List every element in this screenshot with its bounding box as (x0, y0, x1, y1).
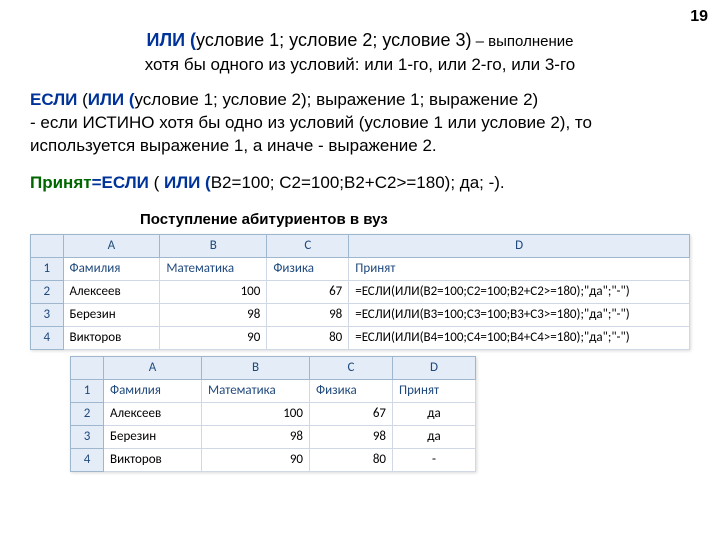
data-cell: да (393, 425, 476, 448)
data-cell: 98 (202, 425, 310, 448)
paragraph-2: Принят=ЕСЛИ ( ИЛИ (B2=100; C2=100;B2+C2>… (30, 172, 690, 195)
row-header: 1 (71, 379, 104, 402)
col-header: A (63, 234, 160, 257)
col-header: B (202, 356, 310, 379)
slide-number: 19 (690, 8, 708, 26)
ili-kw: ИЛИ ( (147, 30, 197, 50)
data-cell: 100 (160, 280, 267, 303)
header-cell: Математика (160, 257, 267, 280)
row-header: 4 (71, 448, 104, 471)
data-cell: =ЕСЛИ(ИЛИ(B2=100;C2=100;B2+C2>=180);"да"… (349, 280, 690, 303)
row-header: 2 (71, 402, 104, 425)
corner-cell (71, 356, 104, 379)
data-cell: Березин (104, 425, 202, 448)
data-cell: 67 (267, 280, 349, 303)
data-cell: Викторов (104, 448, 202, 471)
ili-args: условие 1; условие 2; условие 3) (196, 30, 471, 50)
data-cell: Березин (63, 303, 160, 326)
data-cell: Алексеев (104, 402, 202, 425)
col-header: D (349, 234, 690, 257)
paragraph-1: ЕСЛИ (ИЛИ (условие 1; условие 2); выраже… (30, 89, 690, 158)
ili-tail: – выполнение (472, 33, 574, 50)
data-cell: 67 (310, 402, 393, 425)
header-cell: Принят (393, 379, 476, 402)
data-cell: 90 (160, 326, 267, 349)
data-cell: 90 (202, 448, 310, 471)
header-cell: Фамилия (104, 379, 202, 402)
data-cell: 98 (267, 303, 349, 326)
excel-table-values: ABCD 1ФамилияМатематикаФизикаПринят 2Алекс… (70, 356, 476, 472)
esli-args: условие 1; условие 2); выражение 1; выра… (134, 90, 538, 109)
col-header: C (267, 234, 349, 257)
table-caption: Поступление абитуриентов в вуз (140, 211, 690, 228)
data-cell: =ЕСЛИ(ИЛИ(B3=100;C3=100;B3+C3>=180);"да"… (349, 303, 690, 326)
row-header: 3 (71, 425, 104, 448)
row-header: 1 (31, 257, 64, 280)
header-cell: Физика (310, 379, 393, 402)
prinyat-kw: Принят (30, 173, 92, 192)
title-line-2: хотя бы одного из условий: или 1-го, или… (30, 55, 690, 75)
ili2-kw: ИЛИ ( (88, 90, 135, 109)
data-cell: 80 (267, 326, 349, 349)
ili3-kw: ИЛИ ( (164, 173, 211, 192)
formula-tail: B2=100; C2=100;B2+C2>=180); да; -). (211, 173, 505, 192)
col-header: C (310, 356, 393, 379)
eq-esli: =ЕСЛИ (92, 173, 149, 192)
corner-cell (31, 234, 64, 257)
esli-kw: ЕСЛИ (30, 90, 77, 109)
row-header: 4 (31, 326, 64, 349)
excel-table-formulas: ABCD 1ФамилияМатематикаФизикаПринят 2Алекс… (30, 234, 690, 350)
data-cell: Викторов (63, 326, 160, 349)
col-header: D (393, 356, 476, 379)
data-cell: 98 (310, 425, 393, 448)
header-cell: Математика (202, 379, 310, 402)
row-header: 3 (31, 303, 64, 326)
header-cell: Принят (349, 257, 690, 280)
data-cell: 80 (310, 448, 393, 471)
header-cell: Физика (267, 257, 349, 280)
t-paren: ( (77, 90, 87, 109)
col-header: A (104, 356, 202, 379)
data-cell: Алексеев (63, 280, 160, 303)
data-cell: 98 (160, 303, 267, 326)
row-header: 2 (31, 280, 64, 303)
tables-container: ABCD1ФамилияМатематикаФизикаПринят2Алекс… (30, 234, 690, 472)
space-paren: ( (149, 173, 164, 192)
title-line-1: ИЛИ (условие 1; условие 2; условие 3) – … (30, 28, 690, 53)
data-cell: - (393, 448, 476, 471)
data-cell: 100 (202, 402, 310, 425)
data-cell: =ЕСЛИ(ИЛИ(B4=100;C4=100;B4+C4>=180);"да"… (349, 326, 690, 349)
esli-desc: - если ИСТИНО хотя бы одно из условий (у… (30, 113, 592, 155)
col-header: B (160, 234, 267, 257)
data-cell: да (393, 402, 476, 425)
header-cell: Фамилия (63, 257, 160, 280)
